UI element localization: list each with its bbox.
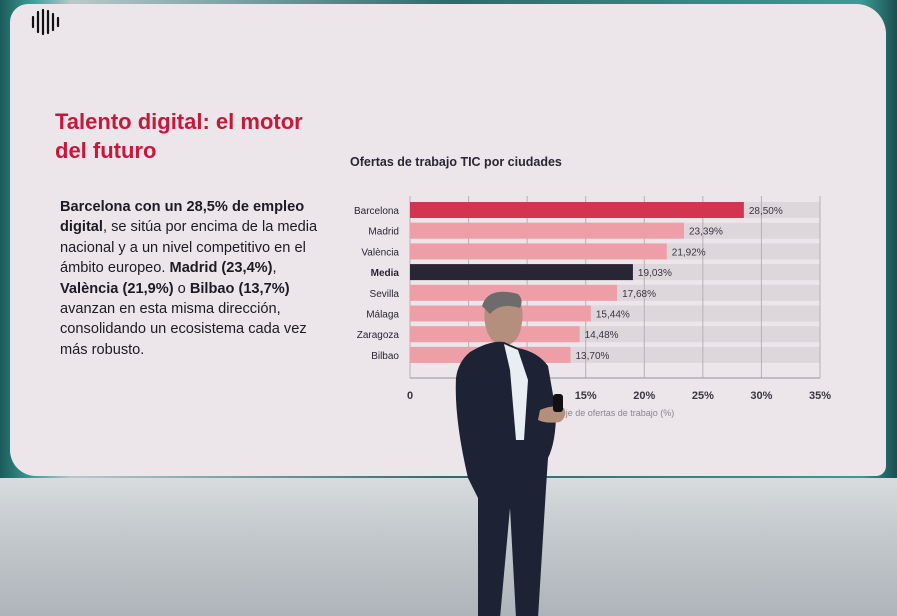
category-label: Barcelona (354, 206, 399, 217)
category-label: Málaga (366, 310, 399, 321)
bar-sevilla (410, 284, 618, 301)
category-label: Zaragoza (357, 330, 400, 341)
bar-valència (410, 243, 667, 260)
category-label: Sevilla (370, 289, 400, 300)
category-label: Madrid (368, 227, 399, 238)
bar-barcelona (410, 202, 744, 218)
x-tick-label: 20% (633, 390, 655, 402)
x-axis-label: je de ofertas de trabajo (%) (565, 408, 675, 418)
broadcaster-logo-icon (31, 8, 60, 36)
category-label: Media (371, 268, 400, 279)
presentation-screen (10, 4, 886, 476)
paragraph-text: o (173, 280, 190, 297)
data-label: 19,03% (638, 268, 672, 279)
paragraph-text: avanzan en esta misma dirección, consoli… (60, 301, 307, 358)
x-tick-label: 15% (575, 390, 597, 402)
data-label: 17,68% (622, 289, 656, 300)
paragraph-highlight: Bilbao (13,7%) (189, 280, 290, 297)
stage-floor (0, 478, 897, 616)
chart-title: Ofertas de trabajo TIC por ciudades (350, 155, 562, 169)
paragraph-text: , (272, 260, 277, 277)
category-label: Bilbao (371, 351, 399, 362)
slide-title: Talento digital: el motor del futuro (55, 109, 303, 163)
data-label: 14,48% (585, 330, 619, 341)
data-label: 21,92% (672, 247, 706, 258)
x-tick-label: 25% (692, 390, 714, 402)
paragraph-highlight: Barcelona con un 28,5% de empleo digital (60, 199, 305, 236)
data-label: 28,50% (749, 206, 783, 217)
slide-paragraph: Barcelona con un 28,5% de empleo digital… (60, 197, 320, 360)
bar-madrid (410, 222, 684, 239)
data-label: 13,70% (575, 351, 609, 362)
paragraph-highlight: Madrid (23,4%) (169, 260, 273, 277)
data-label: 15,44% (596, 310, 630, 321)
data-label: 23,39% (689, 227, 723, 238)
paragraph-highlight: València (21,9%) (60, 280, 174, 297)
category-label: València (361, 247, 399, 258)
paragraph-text: , se sitúa por encima de la media nacion… (60, 219, 318, 277)
x-tick-label: 35% (809, 390, 831, 402)
x-tick-label: 0 (407, 390, 413, 402)
bar-media (410, 264, 633, 281)
x-tick-label: 30% (750, 390, 772, 402)
